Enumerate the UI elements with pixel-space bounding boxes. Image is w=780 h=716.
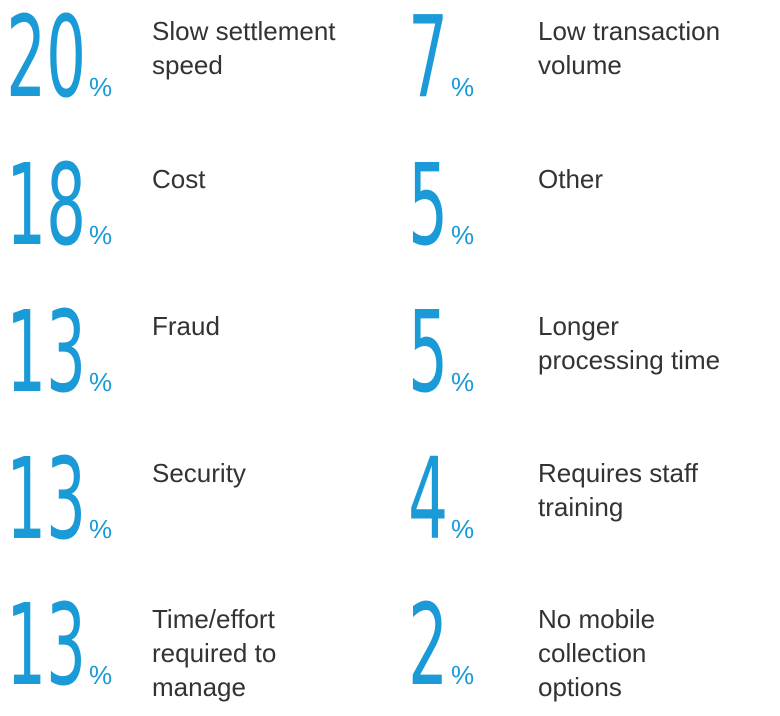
stat-value: 4 (408, 436, 448, 566)
stat-unit: % (451, 220, 474, 250)
stat-item: 7 % Low transaction volume (408, 0, 720, 123)
stat-label: Slow settlement (152, 16, 336, 46)
stat-item: 13 % Time/effort required to manage (6, 582, 276, 712)
stat-unit: % (89, 72, 112, 102)
stat-label: No mobile (538, 604, 655, 634)
stat-unit: % (451, 660, 474, 690)
stat-item: 4 % Requires staff training (408, 436, 699, 566)
stat-value: 2 (408, 582, 448, 712)
stat-label: speed (152, 50, 223, 80)
stat-label: manage (152, 672, 246, 702)
stat-item: 13 % Security (6, 436, 246, 566)
stat-label: training (538, 492, 623, 522)
stat-value: 5 (408, 142, 448, 272)
stat-label: Fraud (152, 311, 220, 341)
stat-label: Requires staff (538, 458, 699, 488)
stat-label: Longer (538, 311, 619, 341)
stat-value: 5 (408, 289, 448, 419)
stat-value: 13 (6, 582, 86, 712)
stat-unit: % (89, 367, 112, 397)
stat-unit: % (89, 220, 112, 250)
stat-unit: % (89, 660, 112, 690)
stat-label: Security (152, 458, 246, 488)
stat-value: 13 (6, 436, 86, 566)
stat-unit: % (451, 72, 474, 102)
stat-value: 20 (6, 0, 86, 123)
stat-label: Low transaction (538, 16, 720, 46)
stat-unit: % (451, 367, 474, 397)
stat-item: 18 % Cost (6, 142, 206, 272)
stat-label: Cost (152, 164, 206, 194)
stat-label: options (538, 672, 622, 702)
stat-value: 18 (6, 142, 86, 272)
stat-item: 2 % No mobile collection options (408, 582, 655, 712)
stat-label: collection (538, 638, 646, 668)
stat-item: 13 % Fraud (6, 289, 220, 419)
stat-label: Time/effort (152, 604, 276, 634)
stat-label: processing time (538, 345, 720, 375)
stat-item: 5 % Other (408, 142, 603, 272)
stat-value: 13 (6, 289, 86, 419)
stat-label: Other (538, 164, 603, 194)
stat-item: 5 % Longer processing time (408, 289, 720, 419)
stat-item: 20 % Slow settlement speed (6, 0, 336, 123)
stat-label: volume (538, 50, 622, 80)
stat-value: 7 (408, 0, 448, 123)
stat-label: required to (152, 638, 276, 668)
stat-unit: % (89, 514, 112, 544)
stat-unit: % (451, 514, 474, 544)
